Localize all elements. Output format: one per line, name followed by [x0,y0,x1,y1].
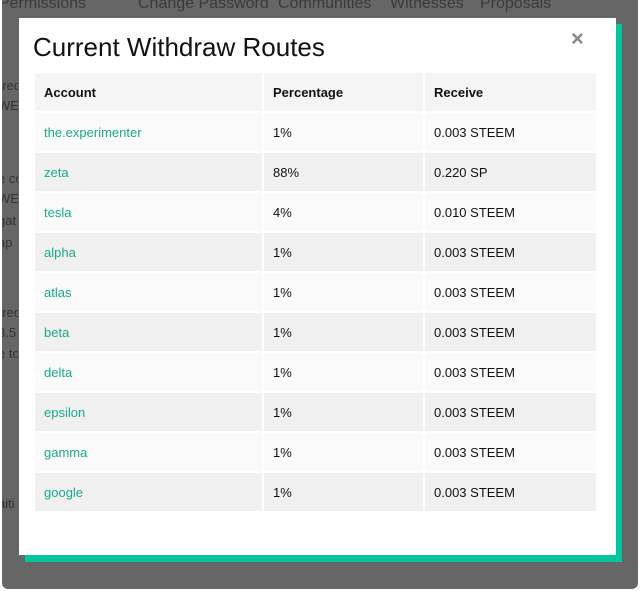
bg-text: e co [2,171,18,186]
account-link[interactable]: google [35,473,262,511]
percentage-cell: 1% [264,113,423,151]
account-link[interactable]: tesla [35,193,262,231]
nav-witnesses: Witnesses [390,0,464,12]
column-header-receive: Receive [425,73,596,111]
nav-keys: Keys & Permissions [2,0,86,12]
column-header-percentage: Percentage [264,73,423,111]
account-link[interactable]: beta [35,313,262,351]
account-link[interactable]: epsilon [35,393,262,431]
table-row: epsilon 1% 0.003 STEEM [35,393,596,431]
receive-cell: 0.003 STEEM [425,113,596,151]
table-row: tesla 4% 0.010 STEEM [35,193,596,231]
nav-communities: Communities [278,0,372,12]
account-link[interactable]: gamma [35,433,262,471]
percentage-cell: 1% [264,233,423,271]
receive-cell: 0.010 STEEM [425,193,596,231]
account-link[interactable]: alpha [35,233,262,271]
account-link[interactable]: zeta [35,153,262,191]
account-link[interactable]: the.experimenter [35,113,262,151]
table-row: zeta 88% 0.220 SP [35,153,596,191]
percentage-cell: 1% [264,473,423,511]
table-row: google 1% 0.003 STEEM [35,473,596,511]
percentage-cell: 1% [264,433,423,471]
bg-text: aiti [2,496,15,511]
bg-text: 3.5 [2,325,17,340]
column-header-account: Account [35,73,262,111]
receive-cell: 0.220 SP [425,153,596,191]
receive-cell: 0.003 STEEM [425,473,596,511]
bg-text: WE [2,98,18,113]
bg-text: gat [2,213,17,228]
routes-table: Account Percentage Receive the.experimen… [33,71,598,513]
withdraw-routes-modal: Current Withdraw Routes × Account Percen… [19,18,616,555]
modal-title: Current Withdraw Routes [33,32,325,62]
table-row: the.experimenter 1% 0.003 STEEM [35,113,596,151]
receive-cell: 0.003 STEEM [425,433,596,471]
table-row: beta 1% 0.003 STEEM [35,313,596,351]
percentage-cell: 1% [264,393,423,431]
account-link[interactable]: atlas [35,273,262,311]
nav-proposals: Proposals [480,0,552,12]
table-row: delta 1% 0.003 STEEM [35,353,596,391]
bg-text: WE [2,191,18,206]
receive-cell: 0.003 STEEM [425,393,596,431]
percentage-cell: 1% [264,313,423,351]
bg-text: rred [2,305,18,320]
table-row: atlas 1% 0.003 STEEM [35,273,596,311]
bg-text: e to [2,346,18,361]
percentage-cell: 88% [264,153,423,191]
percentage-cell: 1% [264,273,423,311]
percentage-cell: 1% [264,353,423,391]
receive-cell: 0.003 STEEM [425,313,596,351]
bg-text: rred [2,78,18,93]
receive-cell: 0.003 STEEM [425,233,596,271]
table-row: alpha 1% 0.003 STEEM [35,233,596,271]
bg-text: ap [2,235,13,250]
receive-cell: 0.003 STEEM [425,353,596,391]
nav-change-password: Change Password [138,0,269,12]
account-link[interactable]: delta [35,353,262,391]
percentage-cell: 4% [264,193,423,231]
table-row: gamma 1% 0.003 STEEM [35,433,596,471]
receive-cell: 0.003 STEEM [425,273,596,311]
close-icon[interactable]: × [571,26,584,51]
